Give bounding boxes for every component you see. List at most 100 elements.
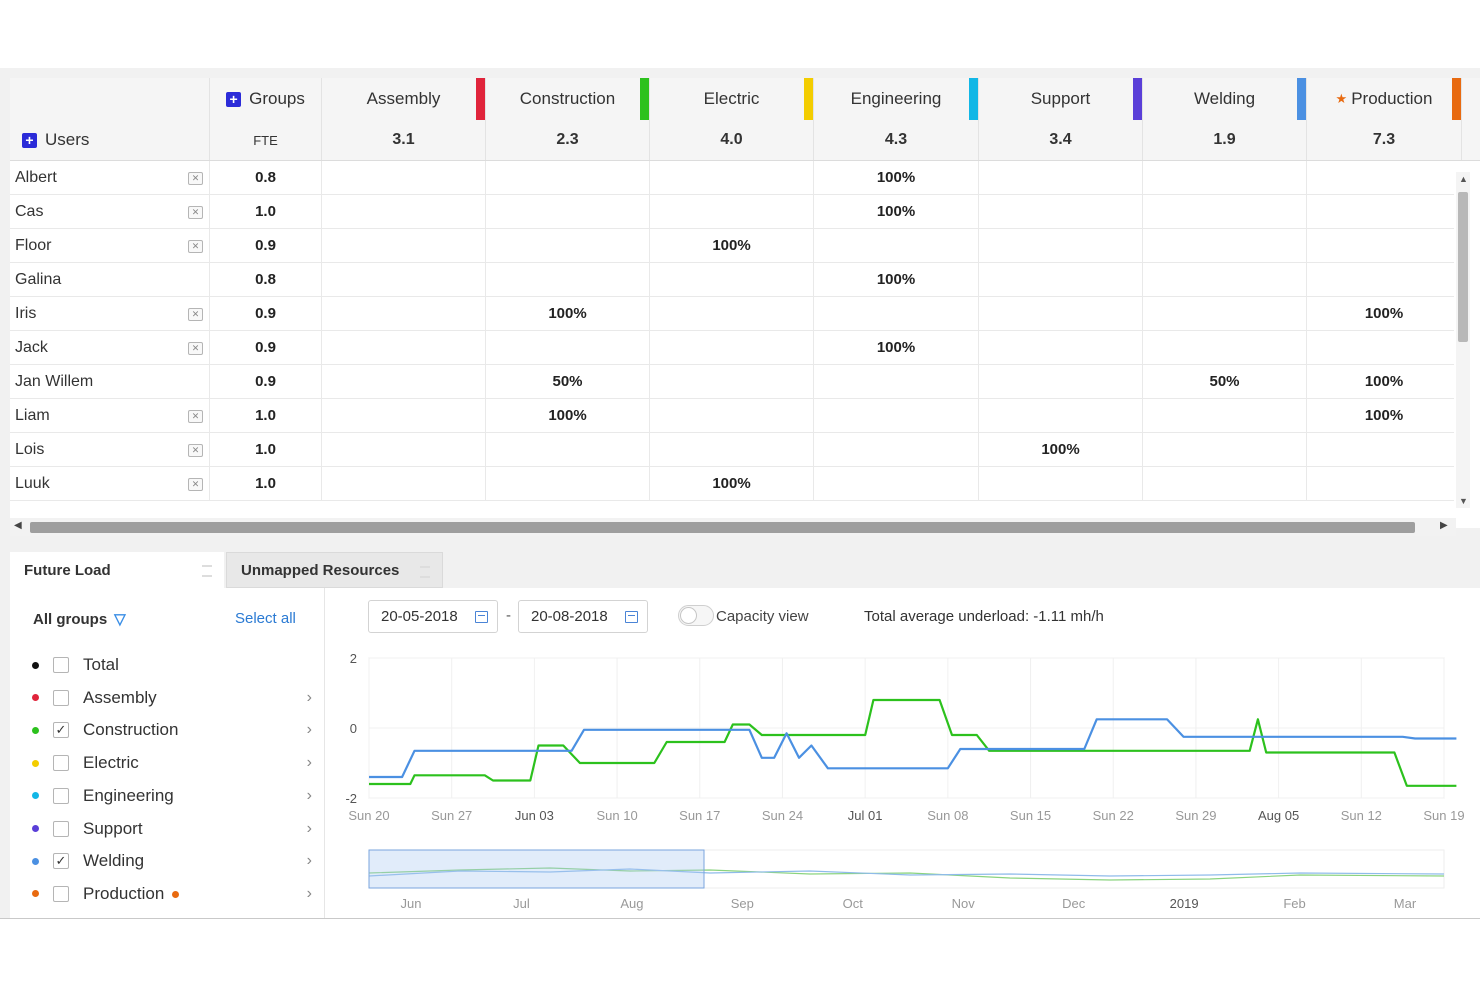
calendar-icon[interactable] <box>625 611 638 623</box>
groups-header[interactable]: + Groups <box>210 78 322 120</box>
allocation-cell[interactable] <box>486 263 650 296</box>
allocation-cell[interactable]: 100% <box>979 433 1143 466</box>
allocation-cell[interactable] <box>650 433 814 466</box>
allocation-cell[interactable] <box>322 161 486 194</box>
allocation-cell[interactable] <box>322 229 486 262</box>
user-name-cell[interactable]: Jack ✕ <box>10 331 210 364</box>
allocation-cell[interactable] <box>486 229 650 262</box>
allocation-cell[interactable] <box>1307 161 1454 194</box>
allocation-cell[interactable] <box>650 365 814 398</box>
allocation-cell[interactable]: 100% <box>814 263 979 296</box>
allocation-cell[interactable] <box>814 467 979 500</box>
allocation-cell[interactable] <box>814 433 979 466</box>
allocation-cell[interactable] <box>486 331 650 364</box>
allocation-cell[interactable] <box>322 263 486 296</box>
group-header-2[interactable]: Electric <box>650 78 814 120</box>
series-checkbox[interactable] <box>53 885 69 902</box>
allocation-cell[interactable] <box>650 399 814 432</box>
users-header[interactable]: + Users <box>10 120 210 160</box>
remove-user-icon[interactable]: ✕ <box>188 206 203 219</box>
all-groups-filter[interactable]: All groups ▽ <box>33 610 126 628</box>
allocation-cell[interactable] <box>1307 331 1454 364</box>
date-to-field[interactable]: 20-08-2018 <box>518 600 648 633</box>
allocation-cell[interactable]: 100% <box>1307 297 1454 330</box>
allocation-cell[interactable] <box>322 467 486 500</box>
user-name-cell[interactable]: Cas ✕ <box>10 195 210 228</box>
chevron-right-icon[interactable]: › <box>306 688 312 706</box>
allocation-cell[interactable] <box>650 195 814 228</box>
allocation-cell[interactable] <box>322 331 486 364</box>
allocation-cell[interactable] <box>979 399 1143 432</box>
allocation-cell[interactable]: 100% <box>814 331 979 364</box>
allocation-cell[interactable] <box>1143 195 1307 228</box>
remove-user-icon[interactable]: ✕ <box>188 444 203 457</box>
series-checkbox[interactable] <box>53 820 69 837</box>
group-header-0[interactable]: Assembly <box>322 78 486 120</box>
future-load-chart[interactable]: Sun 20 Sun 27 Jun 03 Sun 10 Sun 17 Sun 24 Jul … <box>10 588 1480 918</box>
select-all-link[interactable]: Select all <box>235 610 296 627</box>
allocation-cell[interactable]: 100% <box>814 161 979 194</box>
chevron-right-icon[interactable]: › <box>306 819 312 837</box>
allocation-cell[interactable] <box>1307 229 1454 262</box>
tab-menu-icon[interactable] <box>202 565 212 577</box>
date-from-field[interactable]: 20-05-2018 <box>368 600 498 633</box>
user-name-cell[interactable]: Luuk ✕ <box>10 467 210 500</box>
allocation-cell[interactable] <box>486 433 650 466</box>
group-header-3[interactable]: Engineering <box>814 78 979 120</box>
chevron-right-icon[interactable]: › <box>306 884 312 902</box>
series-checkbox[interactable] <box>53 657 69 673</box>
remove-user-icon[interactable]: ✕ <box>188 342 203 355</box>
allocation-cell[interactable] <box>1307 263 1454 296</box>
allocation-cell[interactable] <box>322 297 486 330</box>
allocation-cell[interactable] <box>1307 467 1454 500</box>
legend-item[interactable]: Production › <box>32 879 312 909</box>
allocation-cell[interactable] <box>979 263 1143 296</box>
allocation-cell[interactable] <box>322 365 486 398</box>
series-checkbox[interactable] <box>53 755 69 772</box>
scroll-left-icon[interactable]: ◀ <box>14 520 22 531</box>
allocation-cell[interactable] <box>1143 161 1307 194</box>
allocation-cell[interactable] <box>486 161 650 194</box>
allocation-cell[interactable] <box>979 195 1143 228</box>
allocation-cell[interactable] <box>979 161 1143 194</box>
tab-unmapped-resources[interactable]: Unmapped Resources <box>226 552 443 588</box>
tab-future-load[interactable]: Future Load <box>10 552 224 588</box>
allocation-cell[interactable] <box>650 297 814 330</box>
legend-item[interactable]: Total <box>32 650 312 680</box>
allocation-cell[interactable] <box>1307 433 1454 466</box>
allocation-cell[interactable] <box>814 229 979 262</box>
legend-item[interactable]: Electric › <box>32 748 312 778</box>
chevron-right-icon[interactable]: › <box>306 721 312 739</box>
allocation-cell[interactable] <box>1143 229 1307 262</box>
group-header-5[interactable]: Welding <box>1143 78 1307 120</box>
allocation-cell[interactable]: 100% <box>486 297 650 330</box>
tab-menu-icon[interactable] <box>420 566 430 578</box>
filter-icon[interactable]: ▽ <box>114 611 126 628</box>
user-name-cell[interactable]: Jan Willem <box>10 365 210 398</box>
legend-item[interactable]: ✓ Welding › <box>32 846 312 876</box>
capacity-view-toggle[interactable] <box>678 605 714 626</box>
allocation-cell[interactable] <box>486 195 650 228</box>
allocation-cell[interactable] <box>322 399 486 432</box>
user-name-cell[interactable]: Floor ✕ <box>10 229 210 262</box>
user-name-cell[interactable]: Liam ✕ <box>10 399 210 432</box>
group-header-4[interactable]: Support <box>979 78 1143 120</box>
allocation-cell[interactable] <box>1143 433 1307 466</box>
horizontal-scrollbar[interactable]: ◀ ▶ <box>10 518 1456 536</box>
horizontal-scroll-thumb[interactable] <box>30 522 1415 533</box>
allocation-cell[interactable] <box>979 229 1143 262</box>
scroll-up-icon[interactable]: ▲ <box>1459 174 1468 184</box>
chevron-right-icon[interactable]: › <box>306 754 312 772</box>
allocation-cell[interactable]: 50% <box>1143 365 1307 398</box>
group-header-1[interactable]: Construction <box>486 78 650 120</box>
user-name-cell[interactable]: Lois ✕ <box>10 433 210 466</box>
allocation-cell[interactable]: 100% <box>1307 399 1454 432</box>
allocation-cell[interactable] <box>1143 467 1307 500</box>
allocation-cell[interactable] <box>1143 399 1307 432</box>
allocation-cell[interactable] <box>650 161 814 194</box>
calendar-icon[interactable] <box>475 611 488 623</box>
allocation-cell[interactable] <box>322 195 486 228</box>
allocation-cell[interactable] <box>979 331 1143 364</box>
allocation-cell[interactable] <box>814 399 979 432</box>
allocation-cell[interactable] <box>979 467 1143 500</box>
